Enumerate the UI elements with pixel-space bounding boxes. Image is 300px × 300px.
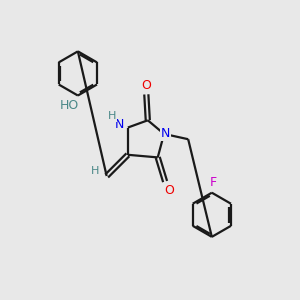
Text: H: H bbox=[107, 111, 116, 121]
Text: HO: HO bbox=[60, 99, 79, 112]
Text: F: F bbox=[210, 176, 217, 190]
Text: O: O bbox=[165, 184, 175, 197]
Text: H: H bbox=[91, 166, 100, 176]
Text: N: N bbox=[115, 118, 124, 131]
Text: O: O bbox=[141, 79, 151, 92]
Text: N: N bbox=[161, 127, 170, 140]
